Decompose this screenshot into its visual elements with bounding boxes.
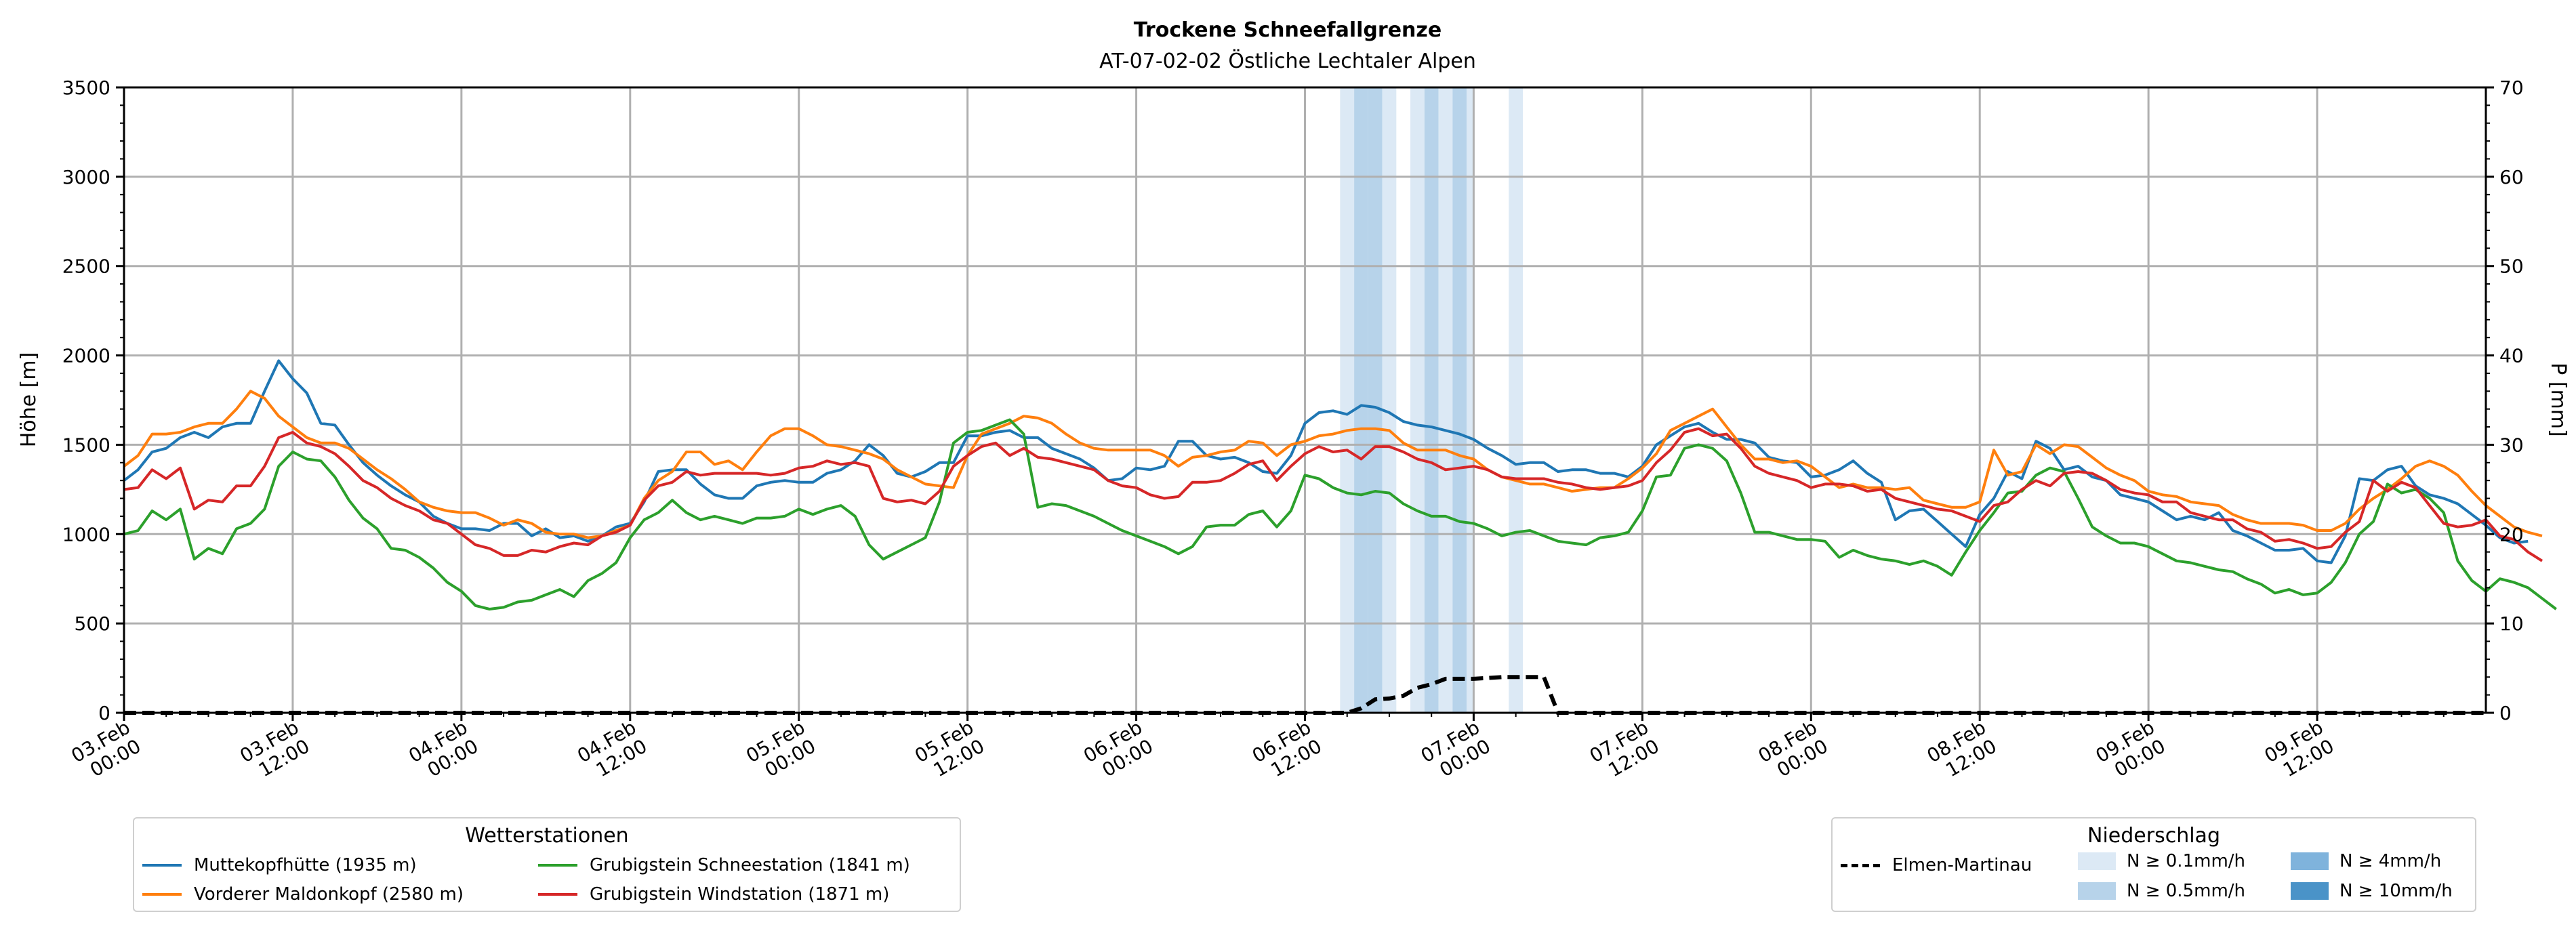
precip-line-elmen — [124, 675, 2486, 715]
legend-label-level-2: N ≥ 0.5mm/h — [2127, 881, 2246, 901]
y2-tick-label-0: 0 — [2499, 702, 2512, 724]
legend-stations: Wetterstationen Muttekopfhütte (1935 m) … — [133, 817, 961, 912]
y2-tick-label-6: 60 — [2499, 166, 2524, 188]
chart-subtitle: AT-07-02-02 Östliche Lechtaler Alpen — [1099, 49, 1476, 73]
y2-tick-label-2: 20 — [2499, 523, 2524, 545]
legend-swatch-grubigstein-schnee — [538, 864, 577, 867]
legend-label-level-3: N ≥ 4mm/h — [2339, 851, 2442, 871]
y-tick-label-7: 3500 — [62, 77, 110, 99]
legend-entry-level-4: N ≥ 10mm/h — [2291, 881, 2453, 901]
legend-label-maldonkopf: Vorderer Maldonkopf (2580 m) — [194, 884, 464, 905]
y-tick-label-3: 1500 — [62, 434, 110, 456]
legend-label-muttekopf: Muttekopfhütte (1935 m) — [194, 855, 417, 875]
legend-patch-level-4 — [2291, 882, 2329, 900]
legend-entry-maldonkopf: Vorderer Maldonkopf (2580 m) — [142, 884, 464, 905]
series-line-2 — [123, 418, 2557, 610]
y-tick-label-6: 3000 — [62, 166, 110, 188]
y-tick-label-2: 1000 — [62, 523, 110, 545]
series-line-1 — [123, 390, 2543, 539]
legend-entry-level-2: N ≥ 0.5mm/h — [2078, 881, 2245, 901]
y-tick-label-4: 2000 — [62, 345, 110, 367]
precip-band-4 — [1410, 87, 1425, 713]
y2-tick-label-4: 40 — [2499, 345, 2524, 367]
y-tick-label-5: 2500 — [62, 255, 110, 278]
legend-patch-level-2 — [2078, 882, 2116, 900]
y-tick-label-1: 500 — [75, 613, 110, 635]
legend-entry-elmen: Elmen-Martinau — [1841, 855, 2032, 875]
legend-entry-muttekopf: Muttekopfhütte (1935 m) — [142, 855, 417, 875]
legend-stations-title: Wetterstationen — [465, 824, 629, 848]
precip-band-6 — [1438, 87, 1453, 713]
axes: 0 500 1000 1500 2000 2500 3000 3500 0 10 20 30 40 50 6… — [62, 77, 2524, 782]
legend-patch-level-1 — [2078, 852, 2116, 870]
y2-axis-label: P [mm] — [2546, 362, 2570, 436]
precip-band-0 — [1340, 87, 1355, 713]
precip-band-9 — [1509, 87, 1524, 713]
precip-band-1 — [1354, 87, 1368, 713]
legend-precip-title: Niederschlag — [2087, 824, 2220, 848]
precip-band-5 — [1424, 87, 1439, 713]
series-line-0 — [123, 359, 2529, 564]
legend-entry-level-1: N ≥ 0.1mm/h — [2078, 851, 2245, 871]
legend-entry-grubigstein-wind: Grubigstein Windstation (1871 m) — [538, 884, 889, 905]
legend-entry-level-3: N ≥ 4mm/h — [2291, 851, 2441, 871]
precip-band-3 — [1382, 87, 1397, 713]
precip-bands — [1340, 87, 1524, 713]
legend-swatch-muttekopf — [142, 864, 182, 867]
series-lines — [123, 359, 2557, 715]
precip-band-8 — [1467, 87, 1474, 713]
legend-label-level-1: N ≥ 0.1mm/h — [2127, 851, 2246, 871]
y2-tick-label-7: 70 — [2499, 77, 2524, 99]
legend-precip: Niederschlag Elmen-Martinau N ≥ 0.1mm/h … — [1831, 817, 2476, 912]
legend-swatch-maldonkopf — [142, 893, 182, 896]
legend-label-elmen: Elmen-Martinau — [1892, 855, 2032, 875]
y-axis-label: Höhe [m] — [17, 352, 41, 448]
legend-swatch-grubigstein-wind — [538, 893, 577, 896]
series-line-3 — [123, 427, 2543, 562]
y2-tick-label-1: 10 — [2499, 613, 2524, 635]
y-tick-label-0: 0 — [98, 702, 110, 724]
legend-label-grubigstein-wind: Grubigstein Windstation (1871 m) — [590, 884, 890, 905]
precip-band-2 — [1368, 87, 1383, 713]
grid — [123, 86, 2486, 714]
legend-label-level-4: N ≥ 10mm/h — [2339, 881, 2453, 901]
legend-patch-level-3 — [2291, 852, 2329, 870]
precip-band-7 — [1452, 87, 1467, 713]
chart-title: Trockene Schneefallgrenze — [1134, 18, 1442, 42]
y2-tick-label-5: 50 — [2499, 255, 2524, 278]
legend-label-grubigstein-schnee: Grubigstein Schneestation (1841 m) — [590, 855, 910, 875]
legend-swatch-elmen — [1841, 863, 1880, 867]
y2-tick-label-3: 30 — [2499, 434, 2524, 456]
legend-entry-grubigstein-schnee: Grubigstein Schneestation (1841 m) — [538, 855, 910, 875]
